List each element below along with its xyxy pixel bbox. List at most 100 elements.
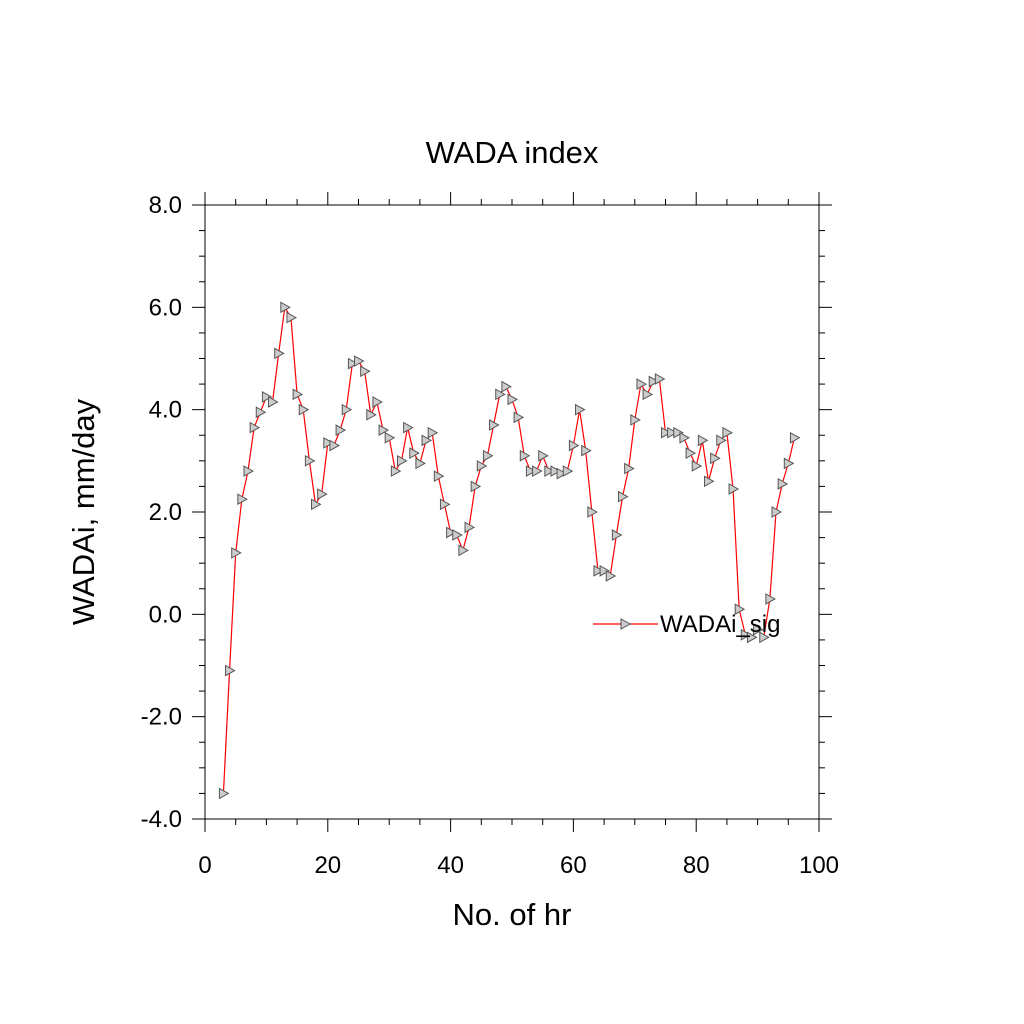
data-point-marker [587,506,598,518]
data-point-marker [753,623,764,636]
data-point-marker [323,437,334,449]
data-point-marker [562,465,574,477]
data-point-marker [243,465,255,477]
data-point-marker [673,426,684,439]
data-point-marker [630,414,641,426]
data-point-marker [495,388,506,401]
data-point-marker [427,426,439,439]
y-tick-label: 8.0 [149,192,182,219]
data-point-marker [568,439,580,452]
x-tick-label: 80 [683,852,710,879]
data-point-marker [581,444,592,457]
x-tick-label: 60 [560,852,587,879]
data-point-marker [759,631,770,644]
x-tick-label: 0 [198,852,211,879]
data-point-marker [458,544,469,557]
data-point-marker [642,388,654,401]
data-point-marker [489,419,500,431]
data-point-marker [734,603,746,616]
data-point-marker [783,457,795,470]
legend: WADAi_sig [593,611,780,638]
data-point-marker [360,365,371,378]
axis-tick-labels: 0 20 40 60 80 100 -4.0 -2.0 0.0 2.0 4.0 6.0 8.0 [141,192,839,879]
y-tick-label: 0.0 [149,601,182,628]
data-point-marker [685,447,697,460]
data-point-marker [476,460,488,472]
y-tick-label: 6.0 [149,294,182,321]
data-point-marker [341,403,353,416]
data-point-marker [771,506,783,518]
data-point-marker [261,391,273,403]
data-point-marker [421,434,433,447]
axis-ticks [192,192,832,832]
data-point-marker [618,490,629,503]
data-point-marker [667,426,678,439]
data-point-marker [231,547,242,559]
data-point-marker [722,426,733,439]
legend-label: WADAi_sig [660,611,780,638]
data-point-marker [697,434,709,447]
data-point-marker [470,480,482,493]
data-point-marker [347,357,359,370]
data-point-marker [605,570,617,582]
data-point-marker [268,396,279,408]
data-point-marker [218,787,230,800]
data-point-marker [691,460,703,472]
data-point-marker [249,421,261,434]
data-point-marker [446,526,457,539]
data-point-marker [507,393,519,406]
data-point-marker [311,498,322,511]
y-axis-label: WADAi, mm/day [66,398,101,625]
data-point-marker [274,347,285,360]
y-tick-label: -4.0 [141,806,182,833]
data-point-marker [390,465,402,477]
data-point-marker [298,403,310,416]
data-point-marker [716,434,727,447]
data-point-marker [237,493,248,506]
data-point-marker [728,483,740,495]
data-point-marker [538,449,549,462]
data-point-marker [378,424,390,436]
x-tick-label: 40 [437,852,464,879]
data-point-marker [765,593,776,605]
data-point-marker [403,421,414,434]
data-point-marker [292,388,304,401]
data-point-marker [304,454,316,467]
y-tick-label: 2.0 [149,499,182,526]
data-point-marker [286,311,297,324]
data-point-marker [661,426,672,439]
data-point-marker [255,406,267,419]
data-point-marker [575,403,586,416]
data-point-marker [372,396,383,408]
y-tick-label: 4.0 [149,397,182,424]
data-point-marker [789,431,801,444]
data-point-marker [415,457,426,470]
data-point-marker [550,465,562,477]
data-point-marker [335,424,347,436]
data-point-marker [433,470,445,483]
data-point-marker [280,301,291,314]
data-point-marker [525,465,537,477]
plot-area: 0 20 40 60 80 100 -4.0 -2.0 0.0 2.0 4.0 6.0 8.0 [141,192,839,879]
data-point-marker [329,439,340,452]
data-point-marker [654,373,666,385]
data-point-marker [225,664,236,677]
series-markers [218,301,801,800]
data-point-marker [599,564,611,577]
chart-title: WADA index [426,135,599,170]
data-point-marker [464,521,476,534]
data-point-marker [513,411,525,424]
data-point-marker [679,431,690,444]
data-point-marker [396,454,408,467]
data-point-marker [556,467,568,480]
data-point-marker [740,628,752,641]
data-point-marker [439,498,451,511]
data-point-marker [710,452,721,465]
data-point-marker [624,462,635,475]
data-point-marker [636,378,647,390]
data-point-marker [366,408,377,421]
data-point-marker [317,488,328,500]
x-tick-label: 20 [314,852,341,879]
data-point-marker [777,478,789,490]
